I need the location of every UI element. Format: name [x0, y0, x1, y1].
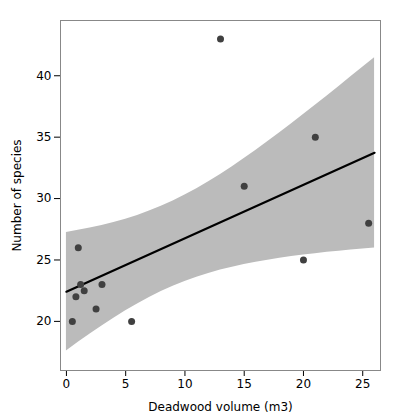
svg-text:35: 35	[36, 130, 51, 144]
svg-text:20: 20	[296, 377, 311, 391]
svg-text:25: 25	[36, 253, 51, 267]
svg-text:30: 30	[36, 191, 51, 205]
svg-text:15: 15	[237, 377, 252, 391]
svg-text:0: 0	[63, 377, 71, 391]
svg-text:Number of species: Number of species	[10, 139, 24, 251]
svg-text:5: 5	[122, 377, 130, 391]
svg-text:40: 40	[36, 69, 51, 83]
svg-text:10: 10	[177, 377, 192, 391]
svg-text:20: 20	[36, 314, 51, 328]
svg-text:Deadwood volume (m3): Deadwood volume (m3)	[148, 400, 292, 414]
svg-text:25: 25	[355, 377, 370, 391]
